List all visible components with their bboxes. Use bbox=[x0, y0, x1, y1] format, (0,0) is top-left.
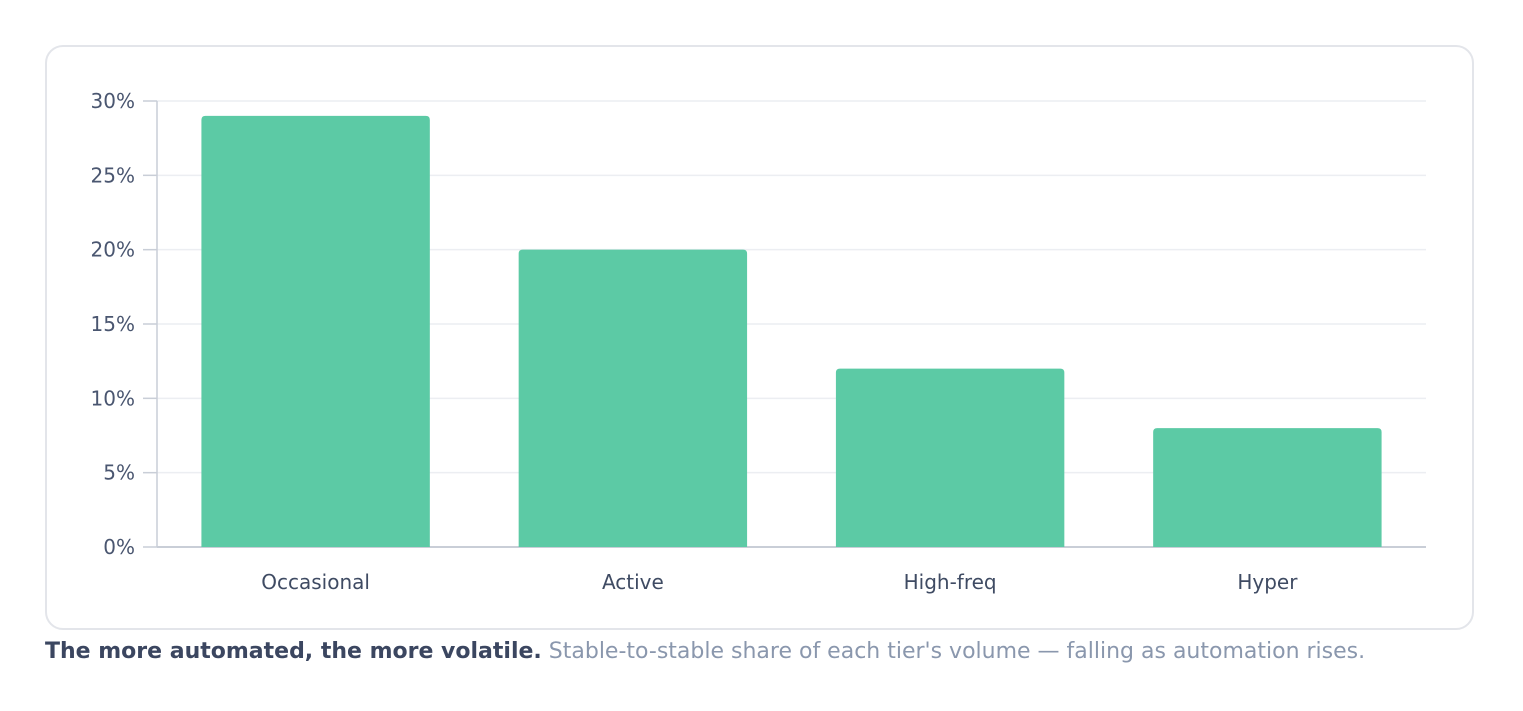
x-tick-label: High-freq bbox=[904, 570, 997, 594]
x-tick-label: Occasional bbox=[261, 570, 370, 594]
chart-caption: The more automated, the more volatile. S… bbox=[45, 636, 1485, 668]
bar-hyper bbox=[1153, 428, 1382, 547]
caption-title: The more automated, the more volatile. bbox=[45, 639, 542, 664]
y-tick-label: 20% bbox=[91, 238, 135, 262]
x-tick-labels: Occasional Active High-freq Hyper bbox=[261, 570, 1298, 594]
y-tick-labels: 0% 5% 10% 15% 20% 25% 30% bbox=[91, 89, 135, 559]
y-tick-label: 0% bbox=[103, 535, 135, 559]
y-tick-label: 15% bbox=[91, 312, 135, 336]
y-tick-label: 25% bbox=[91, 163, 135, 187]
y-tick-label: 5% bbox=[103, 461, 135, 485]
x-tick-label: Active bbox=[602, 570, 664, 594]
bar-occasional bbox=[201, 115, 430, 547]
caption-text: Stable-to-stable share of each tier's vo… bbox=[548, 639, 1366, 664]
bar-active bbox=[518, 249, 748, 547]
y-tick-label: 10% bbox=[91, 386, 135, 410]
bars bbox=[201, 115, 1382, 547]
y-tick-label: 30% bbox=[91, 89, 135, 113]
x-tick-label: Hyper bbox=[1237, 570, 1298, 594]
bar-high-freq bbox=[835, 368, 1065, 547]
